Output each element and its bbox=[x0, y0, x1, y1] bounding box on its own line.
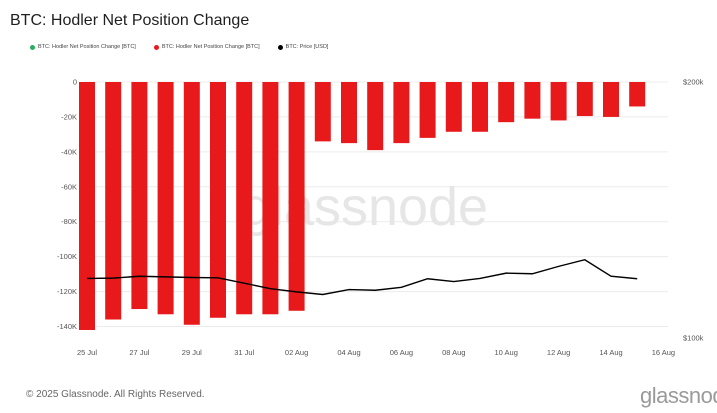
price-line-path bbox=[86, 258, 638, 296]
bar bbox=[576, 82, 593, 117]
glassnode-logo: glassnode bbox=[640, 383, 717, 408]
x-tick-label: 25 Jul bbox=[77, 348, 97, 357]
y-tick-label: -60K bbox=[61, 182, 77, 191]
legend-label: BTC: Hodler Net Position Change [BTC] bbox=[38, 44, 136, 50]
x-tick-label: 29 Jul bbox=[182, 348, 202, 357]
bar bbox=[105, 82, 122, 320]
bar bbox=[131, 82, 148, 310]
y-tick-label: 0 bbox=[73, 78, 77, 87]
chart-title: BTC: Hodler Net Position Change bbox=[10, 12, 250, 29]
legend-item-net-position-red[interactable]: BTC: Hodler Net Position Change [BTC] bbox=[153, 44, 260, 50]
x-tick-label: 02 Aug bbox=[285, 348, 308, 357]
y-axis-right: $200k $100k bbox=[683, 78, 704, 343]
bar bbox=[262, 82, 279, 315]
x-tick-label: 27 Jul bbox=[129, 348, 149, 357]
bar bbox=[210, 82, 226, 318]
bar bbox=[314, 82, 331, 142]
x-tick-label: 10 Aug bbox=[495, 348, 518, 357]
bar bbox=[419, 82, 436, 138]
bar bbox=[79, 82, 95, 330]
bar bbox=[157, 82, 174, 315]
bar bbox=[183, 82, 200, 325]
bar bbox=[498, 82, 515, 123]
bar bbox=[524, 82, 541, 119]
y-right-tick-label: $100k bbox=[683, 334, 704, 343]
y-tick-label: -100K bbox=[57, 252, 77, 261]
x-tick-label: 04 Aug bbox=[337, 348, 360, 357]
y-axis-left: 0 -20K -40K -60K -80K -100K -120K -140K bbox=[57, 78, 77, 332]
legend-item-price[interactable]: BTC: Price [USD] bbox=[277, 44, 329, 50]
x-axis: 25 Jul 27 Jul 29 Jul 31 Jul 02 Aug 04 Aug 06 A… bbox=[77, 348, 675, 357]
legend-swatch bbox=[153, 44, 159, 50]
legend-item-net-position-green[interactable]: BTC: Hodler Net Position Change [BTC] bbox=[30, 44, 136, 50]
y-tick-label: -80K bbox=[61, 217, 77, 226]
bar bbox=[393, 82, 410, 144]
bar bbox=[603, 82, 619, 117]
legend-swatch bbox=[30, 44, 35, 50]
x-tick-label: 16 Aug bbox=[652, 348, 675, 357]
bar bbox=[341, 82, 357, 144]
y-tick-label: -140K bbox=[57, 322, 77, 331]
x-tick-label: 08 Aug bbox=[442, 348, 465, 357]
bar bbox=[367, 82, 384, 151]
bars bbox=[79, 82, 646, 330]
bar bbox=[236, 82, 253, 315]
watermark: glassnode bbox=[242, 177, 488, 237]
y-tick-label: -120K bbox=[57, 287, 77, 296]
bar bbox=[629, 82, 646, 107]
x-tick-label: 12 Aug bbox=[547, 348, 570, 357]
y-tick-label: -20K bbox=[61, 112, 77, 121]
y-right-tick-label: $200k bbox=[683, 78, 704, 87]
legend: BTC: Hodler Net Position Change [BTC] BT… bbox=[30, 44, 328, 50]
copyright-footer: © 2025 Glassnode. All Rights Reserved. bbox=[26, 389, 205, 400]
bar bbox=[550, 82, 567, 121]
x-tick-label: 31 Jul bbox=[234, 348, 254, 357]
bar bbox=[445, 82, 462, 132]
bar bbox=[472, 82, 488, 132]
legend-swatch bbox=[277, 44, 283, 50]
y-tick-label: -40K bbox=[61, 147, 77, 156]
legend-label: BTC: Price [USD] bbox=[285, 44, 329, 50]
price-line bbox=[86, 258, 638, 296]
x-tick-label: 06 Aug bbox=[390, 348, 413, 357]
bar bbox=[288, 82, 305, 311]
x-tick-label: 14 Aug bbox=[599, 348, 622, 357]
legend-label: BTC: Hodler Net Position Change [BTC] bbox=[161, 44, 260, 50]
